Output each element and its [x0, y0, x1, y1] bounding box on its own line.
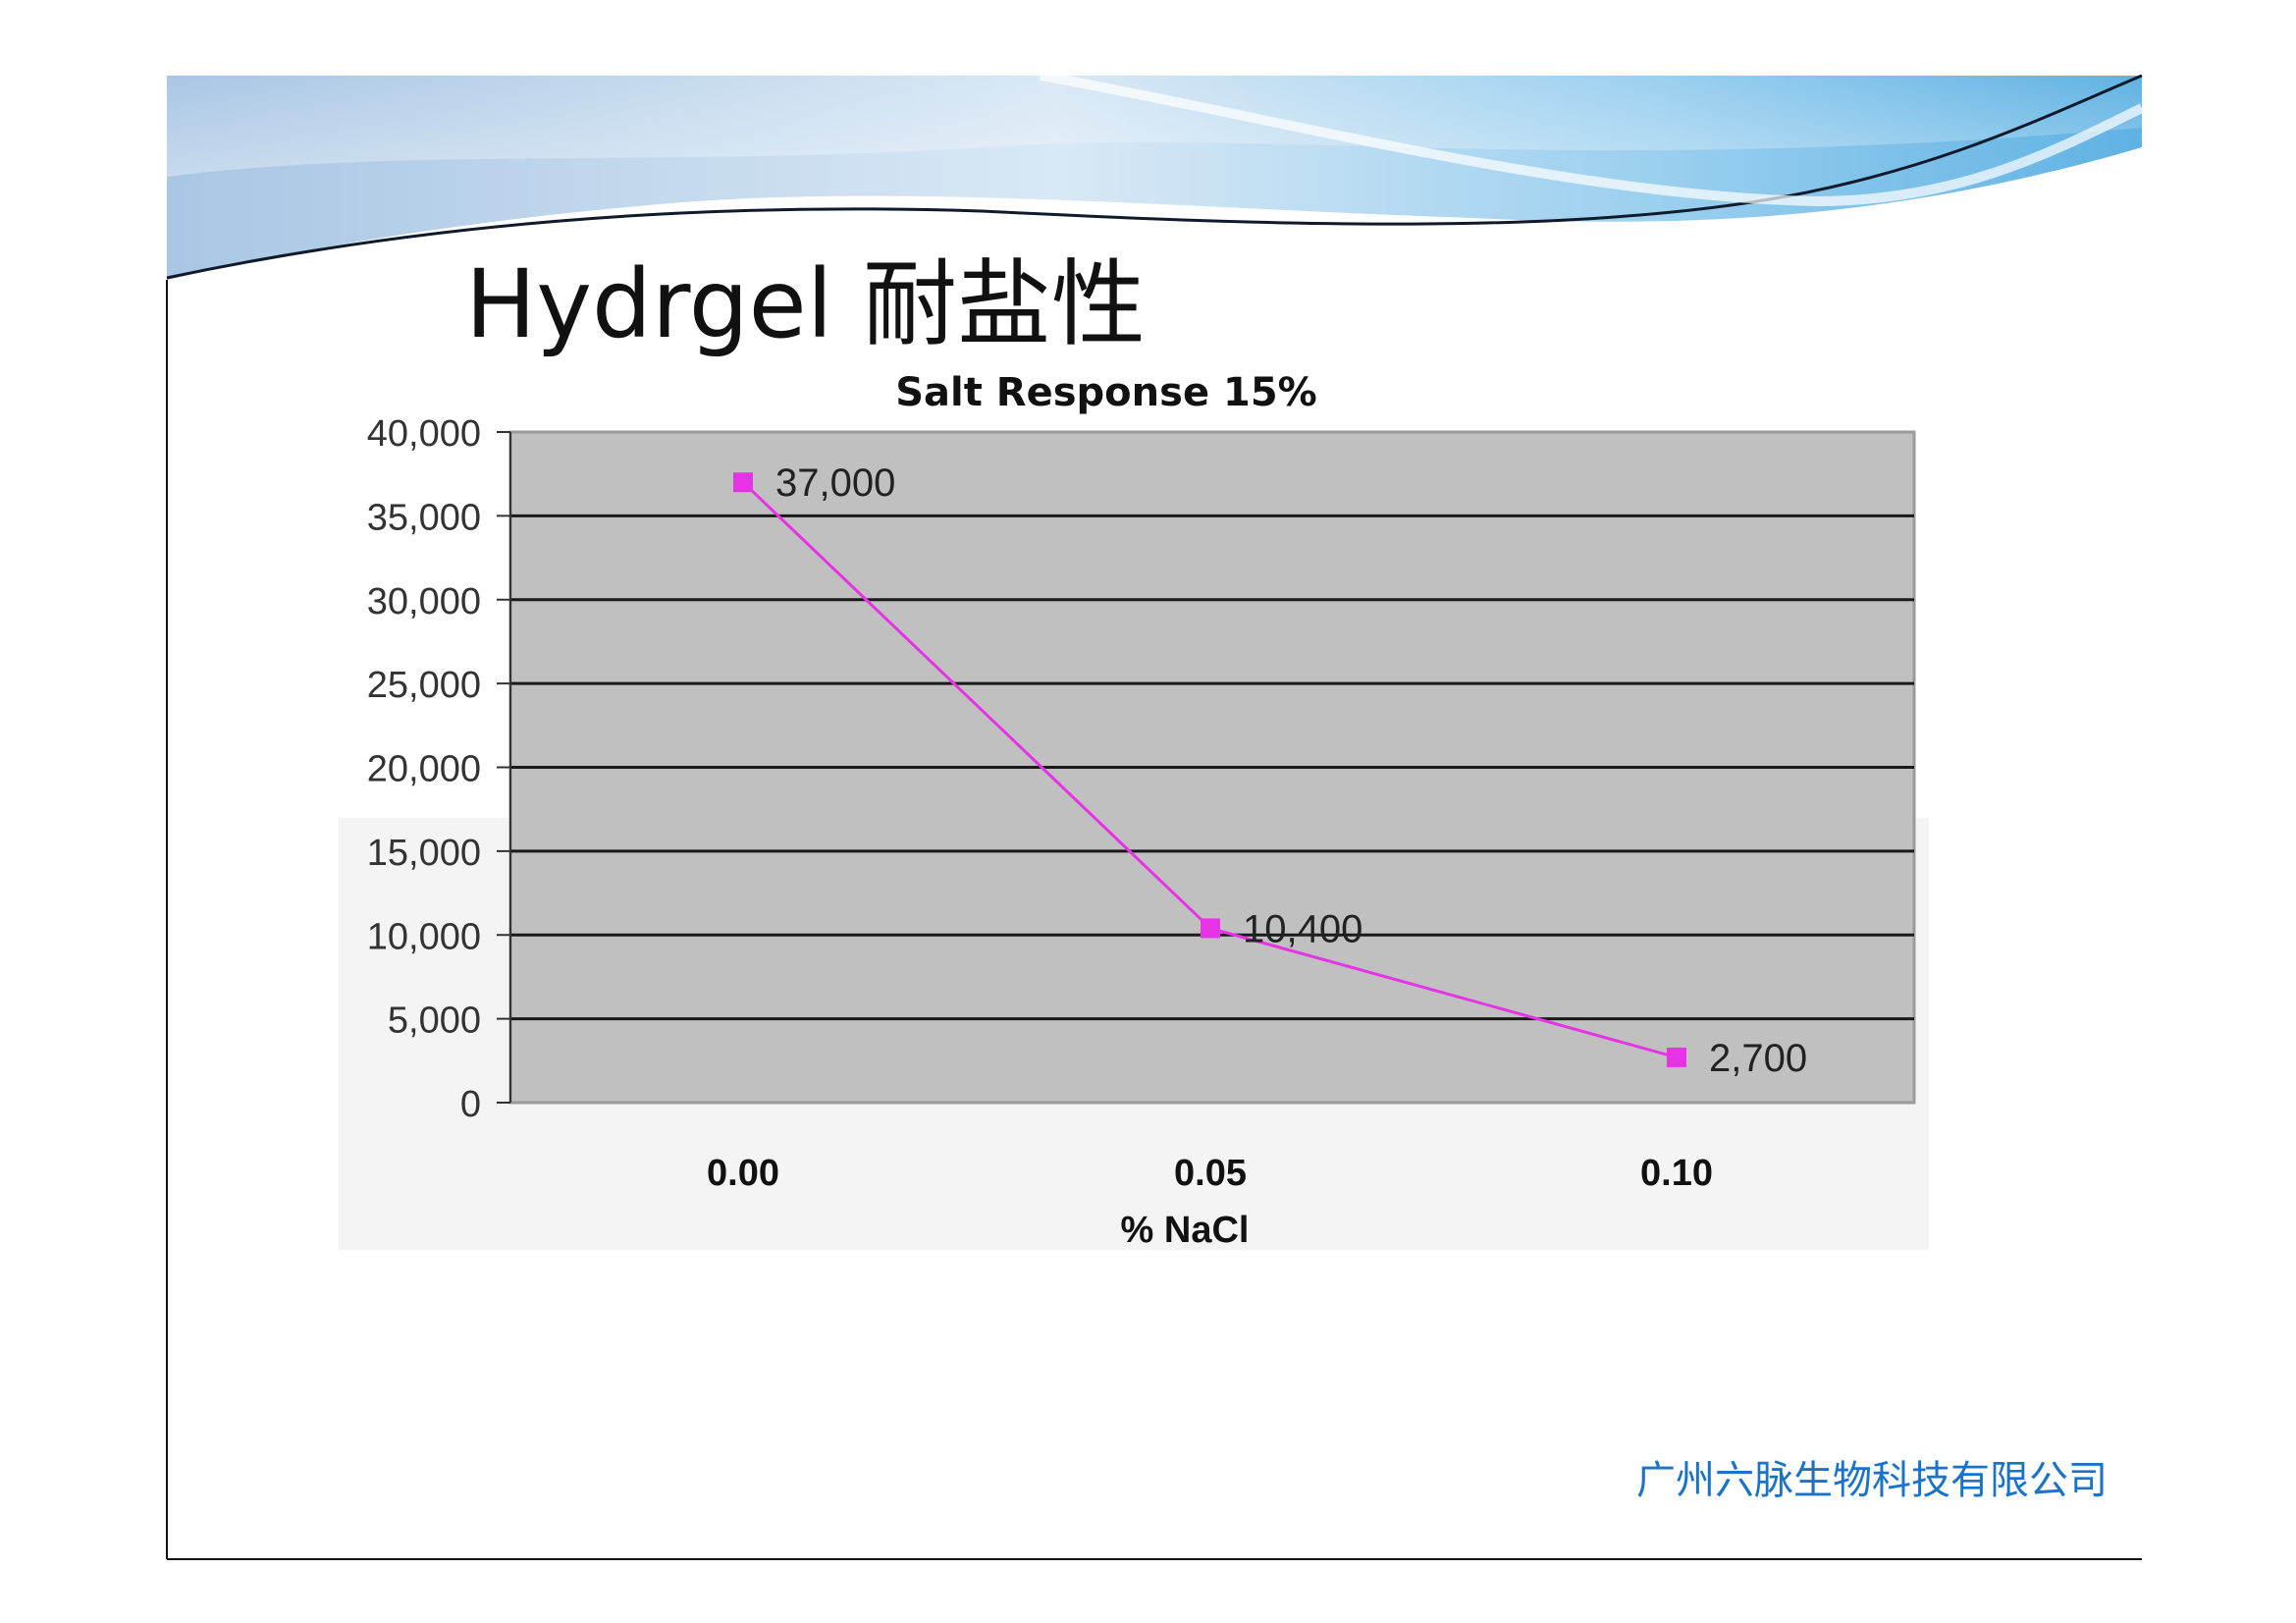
y-tick-label: 35,000: [367, 497, 481, 538]
header-wave-line: [166, 74, 2143, 280]
y-tick-label: 15,000: [367, 833, 481, 874]
data-point-marker: [733, 472, 753, 493]
company-footer: 广州六脉生物科技有限公司: [1636, 1458, 2108, 1503]
chart-title: Salt Response 15%: [895, 370, 1317, 415]
data-point-marker: [1201, 918, 1220, 939]
y-tick-label: 0: [460, 1084, 481, 1125]
data-label: 2,700: [1709, 1037, 1807, 1080]
slide-title: Hydrgel 耐盐性: [465, 249, 1146, 359]
y-tick-label: 20,000: [367, 749, 481, 790]
x-tick-label: 0.10: [1640, 1153, 1713, 1194]
y-tick-label: 40,000: [367, 413, 481, 455]
data-label: 37,000: [775, 461, 895, 505]
y-tick-label: 10,000: [367, 916, 481, 957]
y-tick-label: 5,000: [388, 1001, 481, 1042]
y-tick-label: 25,000: [367, 665, 481, 706]
x-tick-label: 0.00: [707, 1153, 779, 1194]
y-tick-label: 30,000: [367, 581, 481, 622]
data-point-marker: [1667, 1047, 1686, 1067]
x-axis-label: % NaCl: [1121, 1210, 1250, 1251]
data-label: 10,400: [1243, 907, 1362, 950]
x-tick-label: 0.05: [1174, 1153, 1247, 1194]
